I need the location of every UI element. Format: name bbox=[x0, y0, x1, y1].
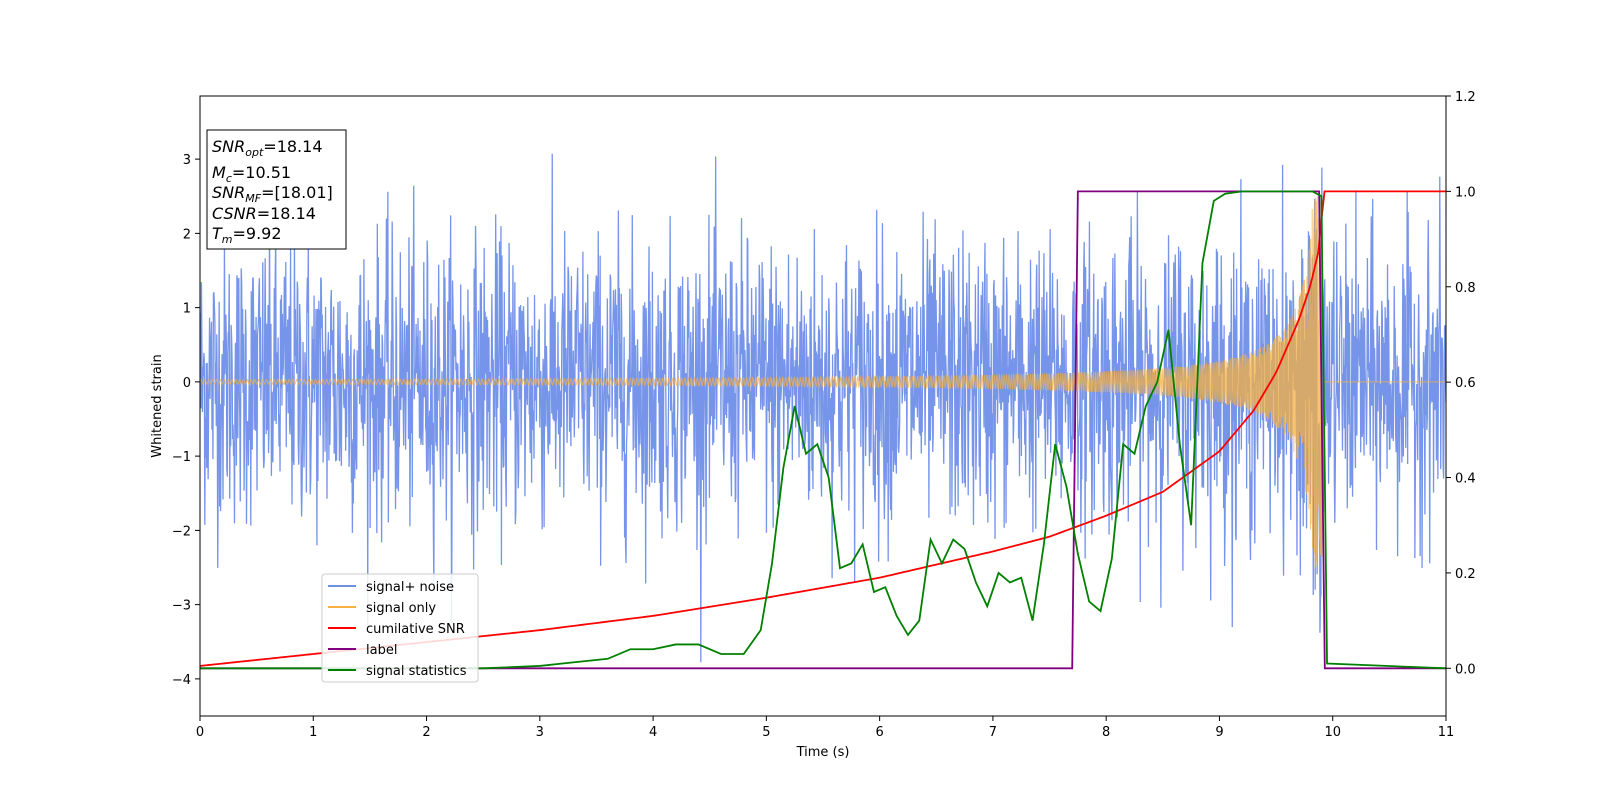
legend-label-signal-only: signal only bbox=[366, 601, 436, 616]
y-tick-label: −4 bbox=[172, 673, 191, 688]
x-tick-label: 0 bbox=[196, 725, 204, 740]
y2-tick-label: 0.4 bbox=[1455, 472, 1476, 487]
x-tick-label: 5 bbox=[762, 725, 770, 740]
legend-frame bbox=[321, 573, 479, 683]
y-tick-label: −3 bbox=[172, 599, 191, 614]
x-tick-label: 2 bbox=[422, 725, 430, 740]
snr-opt-annotation: SNRopt=18.14 bbox=[212, 137, 323, 159]
x-tick-label: 6 bbox=[875, 725, 883, 740]
y-tick-label: −2 bbox=[172, 524, 191, 539]
legend-label-label: label bbox=[366, 643, 397, 658]
y2-tick-label: 1.0 bbox=[1455, 185, 1476, 200]
axes-layer: 0 1 2 3 4 5 6 7 8 9 10 11 −4 −3 −2 −1 0 1 2 3 0.0 0.2 0.4 0.6 0.… bbox=[172, 90, 1476, 740]
y2-tick-label: 0.6 bbox=[1455, 376, 1476, 391]
x-tick-label: 8 bbox=[1102, 725, 1110, 740]
legend-label-cumulative-snr: cumilative SNR bbox=[366, 622, 465, 637]
y-tick-label: 2 bbox=[183, 227, 191, 242]
series-label bbox=[200, 190, 1446, 670]
tm-annotation: Tm=9.92 bbox=[212, 224, 282, 246]
x-axis-label: Time (s) bbox=[796, 745, 850, 760]
snr-mf-annotation: SNRMF=[18.01] bbox=[212, 183, 333, 205]
legend-label-signal-statistics: signal statistics bbox=[366, 664, 467, 679]
x-tick-label: 7 bbox=[989, 725, 997, 740]
legend: signal+ noise signal only cumilative SNR… bbox=[321, 573, 479, 683]
x-tick-label: 9 bbox=[1215, 725, 1223, 740]
y2-tick-label: 0.0 bbox=[1455, 662, 1476, 677]
x-tick-label: 4 bbox=[649, 725, 657, 740]
y-tick-label: −1 bbox=[172, 450, 191, 465]
y2-tick-label: 1.2 bbox=[1455, 90, 1476, 105]
series-signal-statistics bbox=[200, 190, 1446, 670]
y-tick-label: 0 bbox=[183, 376, 191, 391]
mc-annotation: Mc=10.51 bbox=[212, 163, 291, 185]
x-tick-label: 10 bbox=[1324, 725, 1341, 740]
x-tick-label: 3 bbox=[536, 725, 544, 740]
y-tick-label: 1 bbox=[183, 302, 191, 317]
plot-frame bbox=[199, 95, 1447, 717]
y2-tick-label: 0.8 bbox=[1455, 281, 1476, 296]
info-box: SNRopt=18.14 Mc=10.51 SNRMF=[18.01] CSNR… bbox=[206, 129, 347, 250]
y-tick-label: 3 bbox=[183, 153, 191, 168]
csnr-annotation: CSNR=18.14 bbox=[212, 204, 316, 223]
x-tick-label: 1 bbox=[309, 725, 317, 740]
x-tick-label: 11 bbox=[1438, 725, 1455, 740]
y-axis-label: Whitened strain bbox=[150, 354, 165, 457]
series-signal-only bbox=[200, 196, 1446, 568]
y2-tick-label: 0.2 bbox=[1455, 567, 1476, 582]
legend-label-signal-noise: signal+ noise bbox=[366, 580, 454, 595]
